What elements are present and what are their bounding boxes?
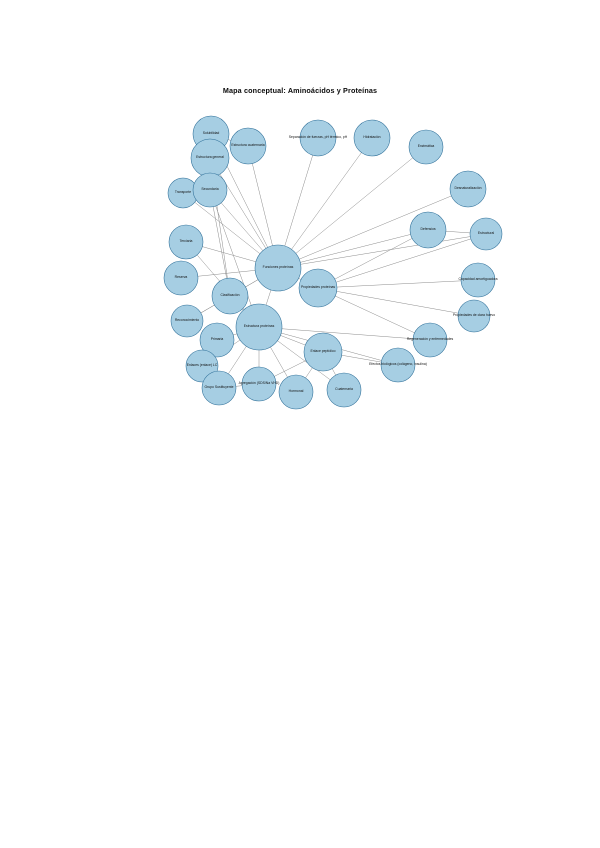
graph-node[interactable] [469, 217, 503, 251]
graph-node[interactable] [299, 119, 337, 157]
graph-node[interactable] [408, 129, 444, 165]
graph-node[interactable] [190, 138, 230, 178]
graph-node[interactable] [170, 304, 204, 338]
graph-edge [258, 326, 431, 341]
graph-edge [317, 229, 429, 289]
graph-node[interactable] [168, 224, 204, 260]
graph-node[interactable] [254, 244, 302, 292]
page-title: Mapa conceptual: Aminoácidos y Proteínas [222, 86, 378, 95]
graph-edge [277, 137, 373, 269]
graph-node[interactable] [241, 366, 277, 402]
graph-node[interactable] [229, 127, 267, 165]
graph-node[interactable] [353, 119, 391, 157]
graph-node[interactable] [460, 262, 496, 298]
graph-node[interactable] [163, 260, 199, 296]
graph-node[interactable] [412, 322, 448, 358]
graph-svg [163, 115, 503, 410]
graph-nodes-layer [163, 115, 503, 410]
graph-edge [277, 188, 469, 269]
graph-node[interactable] [409, 211, 447, 249]
graph-node[interactable] [380, 347, 416, 383]
graph-edge [317, 287, 431, 341]
graph-edge [317, 287, 475, 317]
graph-node[interactable] [201, 370, 237, 406]
graph-node[interactable] [303, 332, 343, 372]
graph-edge [317, 233, 487, 289]
concept-map-graph: Funciones proteínas Estructura proteínas C… [80, 100, 530, 410]
graph-node[interactable] [192, 172, 228, 208]
graph-edge [317, 279, 479, 289]
graph-edge [277, 233, 487, 269]
graph-node[interactable] [278, 374, 314, 410]
graph-node[interactable] [211, 277, 249, 315]
graph-node[interactable] [326, 372, 362, 408]
graph-node[interactable] [457, 299, 491, 333]
graph-node[interactable] [235, 303, 283, 351]
graph-edge [277, 229, 429, 269]
graph-node[interactable] [199, 322, 235, 358]
graph-node[interactable] [449, 170, 487, 208]
graph-edge [277, 146, 427, 269]
graph-node[interactable] [298, 268, 338, 308]
